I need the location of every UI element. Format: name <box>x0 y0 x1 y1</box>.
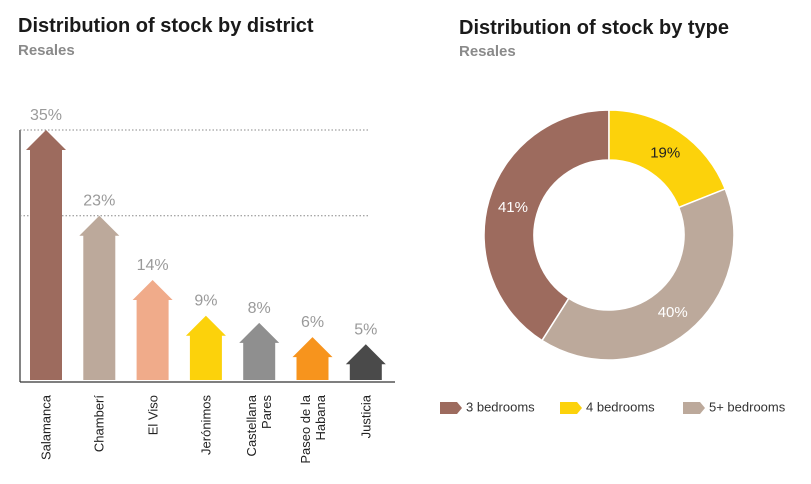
legend-label: 5+ bedrooms <box>709 399 786 414</box>
value-label: 8% <box>248 300 271 317</box>
legend-label: 3 bedrooms <box>466 399 535 414</box>
x-tick-label: Chamberí <box>91 395 107 453</box>
value-label: 40% <box>658 304 688 321</box>
bar <box>292 337 333 380</box>
chart-subtitle: Resales <box>18 42 75 59</box>
legend-swatch <box>560 402 582 414</box>
x-tick-label: Jerónimos <box>198 395 214 455</box>
value-label: 23% <box>83 193 115 210</box>
donut-slice <box>483 109 610 342</box>
legend-swatch <box>440 402 462 414</box>
bar <box>79 215 120 380</box>
value-label: 9% <box>194 293 217 310</box>
x-tick-label: Salamanca <box>38 395 54 461</box>
value-label: 35% <box>30 107 62 124</box>
value-label: 14% <box>137 257 169 274</box>
x-tick-label: El Viso <box>145 395 161 436</box>
x-tick-label: Paseo de la Habana <box>297 395 328 464</box>
legend-swatch <box>683 402 705 414</box>
donut-slice <box>540 188 735 361</box>
bar <box>26 130 66 380</box>
chart-subtitle: Resales <box>459 43 516 60</box>
x-tick-label: Justicia <box>358 395 374 439</box>
x-tick-label: Castellana Pares <box>244 395 275 457</box>
bar <box>185 315 226 380</box>
bar <box>132 280 173 380</box>
value-label: 5% <box>354 321 377 338</box>
chart-title: Distribution of stock by district <box>18 15 314 37</box>
value-label: 41% <box>498 199 528 216</box>
legend-label: 4 bedrooms <box>586 399 655 414</box>
bar <box>345 344 386 380</box>
chart-title: Distribution of stock by type <box>459 17 729 39</box>
value-label: 6% <box>301 314 324 331</box>
bar <box>239 322 280 380</box>
value-label: 19% <box>650 144 680 161</box>
